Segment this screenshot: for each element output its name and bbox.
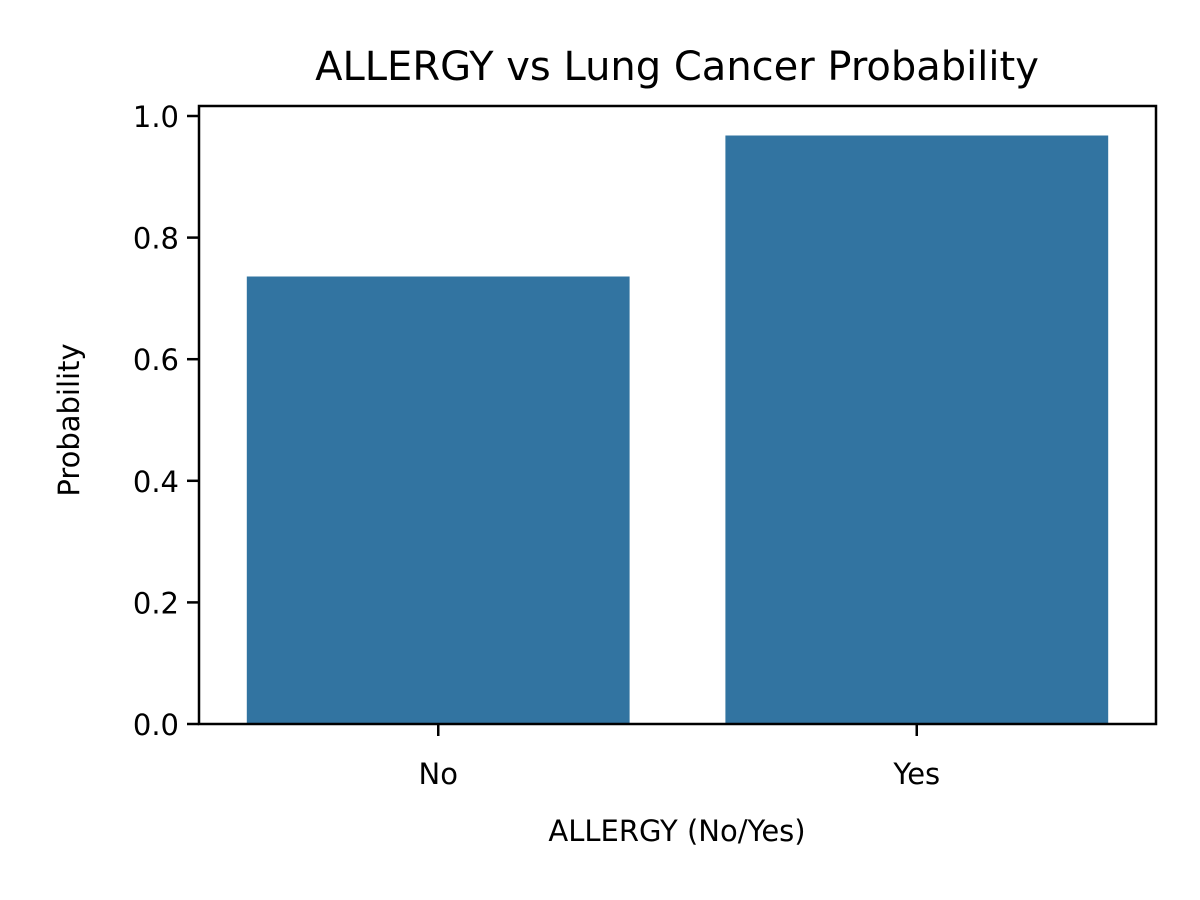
y-tick-label: 0.8 — [133, 222, 179, 256]
x-axis-label: ALLERGY (No/Yes) — [548, 814, 805, 848]
y-tick-label: 0.6 — [133, 343, 179, 377]
y-axis: 0.0 0.2 0.4 0.6 0.8 1.0 — [133, 100, 199, 742]
y-tick-label: 0.4 — [133, 465, 179, 499]
bar-no — [246, 276, 630, 724]
chart-title: ALLERGY vs Lung Cancer Probability — [315, 44, 1039, 90]
y-tick-label: 0.0 — [133, 708, 179, 742]
plot-frame — [197, 104, 1158, 726]
x-tick-label: Yes — [892, 757, 940, 791]
bar-yes — [725, 135, 1109, 724]
plot-area — [246, 135, 1109, 724]
x-axis: No Yes — [419, 724, 940, 791]
y-tick-label: 0.2 — [133, 586, 179, 620]
y-tick-label: 1.0 — [133, 100, 179, 134]
x-tick-label: No — [419, 757, 458, 791]
y-axis-label: Probability — [52, 343, 86, 496]
